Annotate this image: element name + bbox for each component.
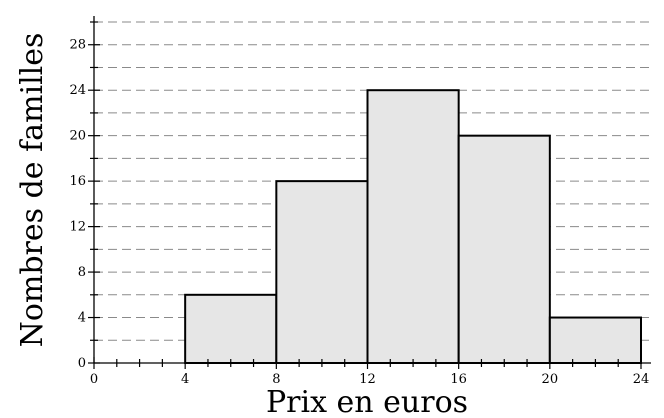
y-tick-label: 8 (78, 265, 86, 280)
y-tick-label: 20 (69, 129, 86, 144)
y-ticks: 0 4 8 12 16 20 24 28 (69, 21, 100, 371)
x-tick-label: 0 (90, 372, 98, 387)
histogram-bar (184, 293, 278, 364)
x-axis-title: Prix en euros (266, 385, 468, 418)
histogram-bar (366, 89, 460, 364)
histogram-bar (275, 180, 369, 364)
y-tick-label: 24 (69, 83, 86, 98)
axes (93, 16, 651, 364)
y-axis-title: Nombres de familles (15, 33, 50, 348)
x-tick-label: 20 (542, 372, 559, 387)
y-tick-label: 12 (69, 220, 86, 235)
x-tick-label: 4 (181, 372, 189, 387)
y-tick-label: 4 (78, 311, 86, 326)
histogram-bar (548, 316, 642, 364)
x-tick-label: 8 (272, 372, 280, 387)
y-tick-label: 28 (69, 38, 86, 53)
y-tick-label: 16 (69, 174, 86, 189)
x-ticks: 0 4 8 12 16 20 24 (90, 357, 649, 387)
y-tick-label: 0 (78, 356, 86, 371)
x-tick-label: 16 (450, 372, 467, 387)
x-tick-label: 24 (633, 372, 650, 387)
histogram-bar (457, 134, 551, 364)
x-tick-label: 12 (359, 372, 376, 387)
